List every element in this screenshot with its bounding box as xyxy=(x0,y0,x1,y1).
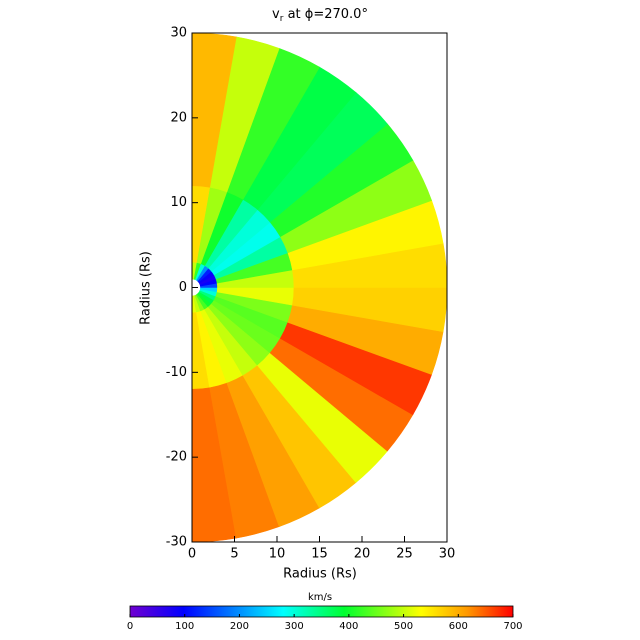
chart-title: vr at ϕ=270.0° xyxy=(272,7,368,24)
colorbar-tick-label: 300 xyxy=(285,621,304,632)
y-tick-label: 0 xyxy=(179,280,187,295)
x-axis-label: Radius (Rs) xyxy=(283,567,357,582)
colorbar-tick-label: 600 xyxy=(449,621,468,632)
x-tick-label: 10 xyxy=(269,547,286,562)
y-tick-label: -20 xyxy=(166,450,187,465)
x-tick-label: 25 xyxy=(396,547,413,562)
title-main: v xyxy=(272,7,280,22)
x-tick-label: 5 xyxy=(230,547,238,562)
x-tick-label: 30 xyxy=(439,547,456,562)
colorbar-tick-label: 500 xyxy=(394,621,413,632)
sectors xyxy=(191,32,448,543)
y-tick-label: 30 xyxy=(170,26,187,41)
colorbar-tick-label: 700 xyxy=(503,621,522,632)
colorbar-tick-label: 0 xyxy=(127,621,133,632)
title-sub: r xyxy=(280,14,284,24)
y-axis-label: Radius (Rs) xyxy=(139,251,154,325)
x-tick-label: 15 xyxy=(311,547,328,562)
colorbar-tick-label: 400 xyxy=(339,621,358,632)
x-tick-label: 0 xyxy=(188,547,196,562)
title-rest: at ϕ=270.0° xyxy=(283,7,368,22)
colorbar-tick-label: 200 xyxy=(230,621,249,632)
x-tick-label: 20 xyxy=(354,547,371,562)
y-tick-label: 10 xyxy=(170,195,187,210)
colorbar-tick-label: 100 xyxy=(175,621,194,632)
y-tick-label: 20 xyxy=(170,110,187,125)
y-tick-label: -10 xyxy=(166,365,187,380)
colorbar-label: km/s xyxy=(308,592,332,603)
y-tick-label: -30 xyxy=(166,535,187,550)
colorbar xyxy=(129,605,514,618)
